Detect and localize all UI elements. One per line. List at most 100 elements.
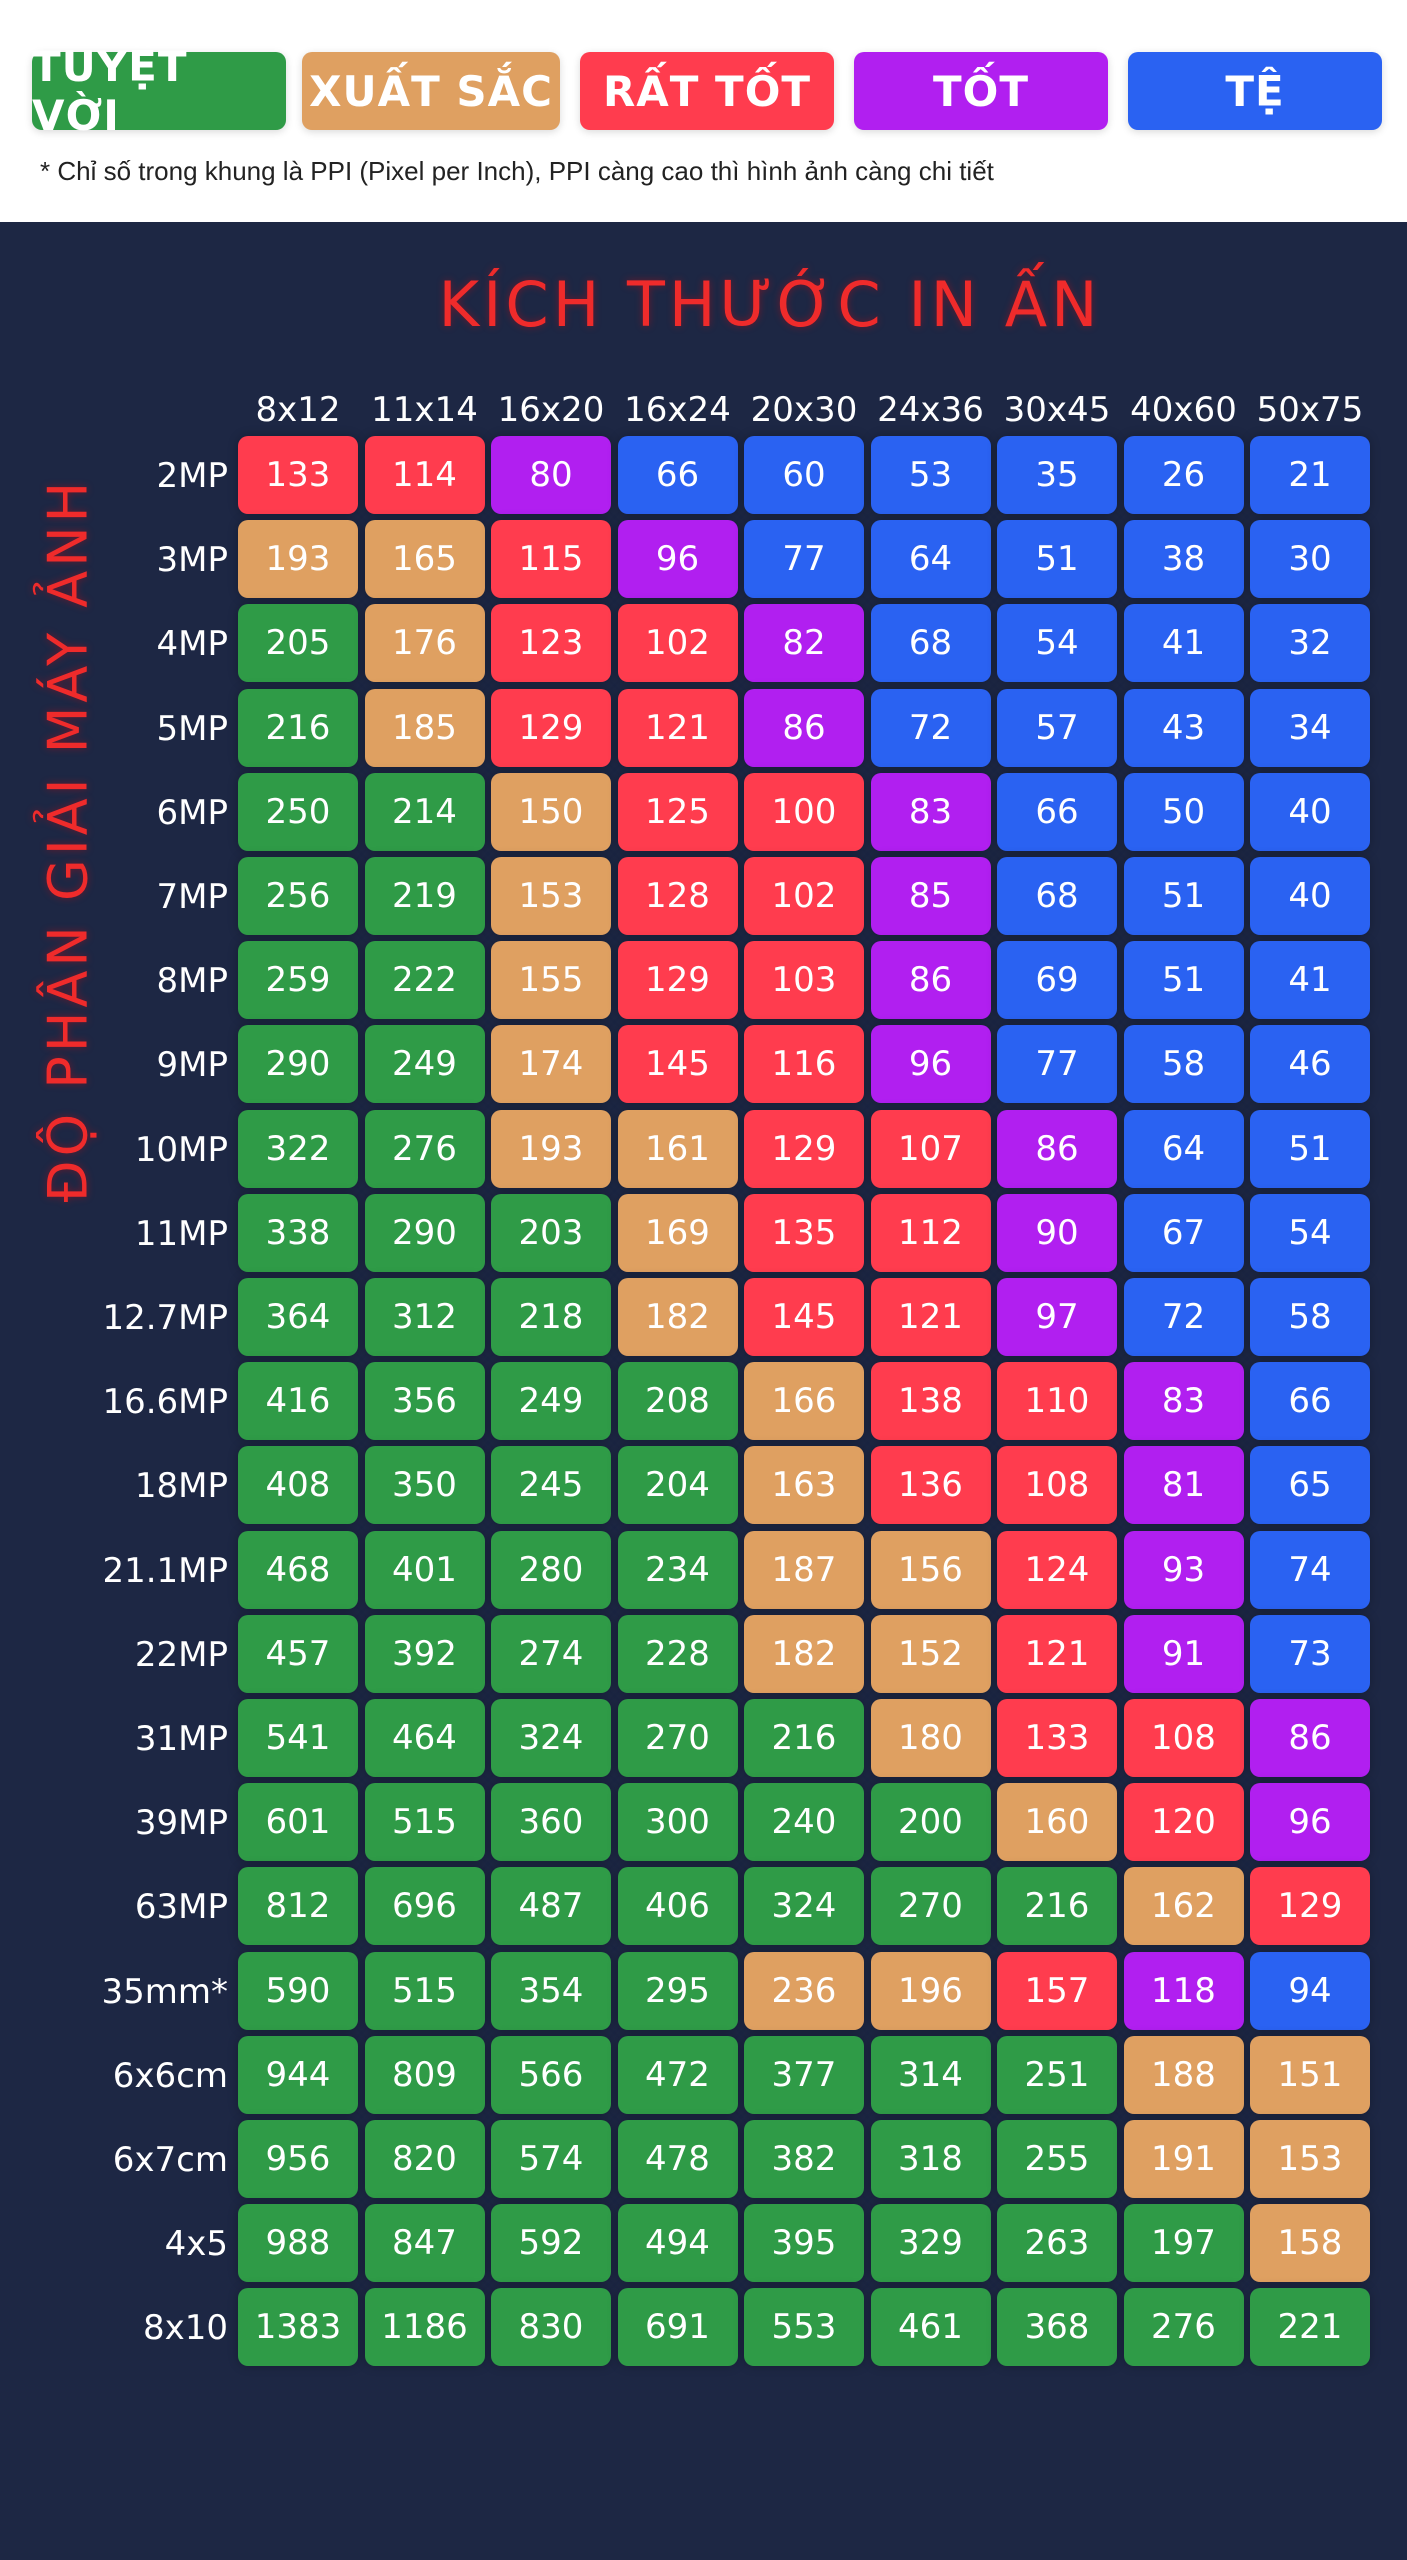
ppi-cell: 110 — [997, 1362, 1117, 1441]
ppi-cell: 188 — [1123, 2035, 1244, 2114]
ppi-cell: 129 — [744, 1109, 864, 1188]
ppi-cell: 121 — [997, 1614, 1117, 1693]
ppi-cell: 83 — [1123, 1362, 1244, 1441]
ppi-cell: 487 — [491, 1867, 611, 1946]
ppi-cell: 847 — [364, 2204, 485, 2283]
ppi-cell: 43 — [1123, 688, 1244, 767]
ppi-cell: 312 — [364, 1278, 485, 1356]
ppi-cell: 74 — [1250, 1530, 1370, 1609]
ppi-cell: 354 — [491, 1951, 611, 2030]
row-label: 31MP — [134, 1719, 228, 1759]
column-label: 16x24 — [624, 390, 731, 430]
ppi-cell: 338 — [238, 1193, 358, 1272]
ppi-cell: 69 — [997, 941, 1117, 1020]
ppi-cell: 318 — [870, 2120, 991, 2198]
ppi-cell: 77 — [997, 1025, 1117, 1104]
ppi-cell: 416 — [238, 1362, 358, 1441]
row-label: 9MP — [156, 1045, 228, 1086]
ppi-cell: 472 — [617, 2035, 738, 2114]
ppi-cell: 182 — [744, 1614, 864, 1693]
column-label: 40x60 — [1130, 390, 1237, 430]
ppi-cell: 216 — [997, 1867, 1117, 1946]
ppi-cell: 295 — [617, 1951, 738, 2030]
ppi-cell: 90 — [997, 1193, 1117, 1272]
ppi-cell: 68 — [870, 604, 991, 683]
ppi-cell: 96 — [870, 1025, 991, 1104]
ppi-cell: 125 — [617, 772, 738, 851]
ppi-cell: 94 — [1250, 1951, 1370, 2030]
ppi-cell: 72 — [870, 688, 991, 767]
row-label: 10MP — [134, 1129, 228, 1170]
column-label: 24x36 — [877, 390, 984, 430]
ppi-cell: 290 — [238, 1025, 358, 1104]
ppi-cell: 73 — [1250, 1614, 1370, 1693]
ppi-cell: 65 — [1250, 1446, 1370, 1525]
ppi-cell: 83 — [870, 772, 991, 851]
ppi-cell: 324 — [744, 1867, 864, 1946]
ppi-cell: 240 — [744, 1783, 864, 1862]
header-panel: TUYỆT VỜI XUẤT SẮC RẤT TỐT TỐT TỆ * Chỉ số t… — [0, 0, 1407, 222]
ppi-cell: 216 — [744, 1699, 864, 1777]
ppi-cell: 329 — [870, 2204, 991, 2283]
ppi-cell: 408 — [238, 1446, 358, 1525]
ppi-cell: 40 — [1250, 772, 1370, 851]
ppi-cell: 406 — [617, 1867, 738, 1946]
ppi-cell: 156 — [870, 1530, 991, 1609]
ppi-cell: 228 — [617, 1614, 738, 1693]
ppi-cell: 162 — [1123, 1867, 1244, 1946]
ppi-cell: 153 — [1250, 2120, 1370, 2198]
ppi-cell: 249 — [491, 1362, 611, 1441]
ppi-cell: 322 — [238, 1109, 358, 1188]
ppi-cell: 80 — [491, 436, 611, 514]
ppi-cell: 222 — [364, 941, 485, 1020]
row-label: 6x7cm — [112, 2140, 228, 2180]
ppi-cell: 129 — [617, 941, 738, 1020]
ppi-cell: 193 — [238, 520, 358, 599]
ppi-cell: 553 — [744, 2288, 864, 2367]
ppi-cell: 245 — [491, 1446, 611, 1525]
ppi-cell: 166 — [744, 1362, 864, 1441]
ppi-cell: 1383 — [238, 2288, 358, 2367]
ppi-cell: 86 — [870, 941, 991, 1020]
row-label: 22MP — [134, 1634, 228, 1675]
row-label: 2MP — [156, 456, 228, 496]
ppi-cell: 274 — [491, 1614, 611, 1693]
ppi-cell: 107 — [870, 1109, 991, 1188]
legend-chip-excellent: TUYỆT VỜI — [32, 42, 286, 140]
ppi-cell: 457 — [238, 1614, 358, 1693]
row-label: 6MP — [156, 792, 228, 833]
ppi-cell: 150 — [491, 772, 611, 851]
ppi-cell: 118 — [1123, 1951, 1244, 2030]
ppi-cell: 135 — [744, 1193, 864, 1272]
ppi-cell: 46 — [1250, 1025, 1370, 1104]
column-label: 20x30 — [750, 390, 858, 430]
ppi-cell: 26 — [1123, 436, 1244, 514]
ppi-cell: 270 — [617, 1699, 738, 1777]
column-label: 8x12 — [255, 390, 341, 430]
ppi-cell: 256 — [238, 857, 358, 935]
ppi-cell: 691 — [617, 2288, 738, 2367]
ppi-cell: 350 — [364, 1446, 485, 1525]
row-label: 39MP — [134, 1803, 228, 1844]
row-label: 16.6MP — [102, 1382, 228, 1423]
row-label: 21.1MP — [102, 1550, 228, 1591]
ppi-cell: 58 — [1250, 1278, 1370, 1356]
row-label: 18MP — [134, 1466, 228, 1507]
ppi-cell: 67 — [1123, 1193, 1244, 1272]
ppi-cell: 102 — [617, 604, 738, 683]
ppi-cell: 182 — [617, 1278, 738, 1356]
ppi-cell: 197 — [1123, 2204, 1244, 2283]
ppi-cell: 54 — [1250, 1193, 1370, 1272]
row-label: 8x10 — [142, 2308, 228, 2349]
row-label: 12.7MP — [102, 1298, 228, 1338]
ppi-cell: 85 — [870, 857, 991, 935]
ppi-cell: 51 — [1250, 1109, 1370, 1188]
ppi-cell: 590 — [238, 1951, 358, 2030]
ppi-cell: 464 — [364, 1699, 485, 1777]
ppi-cell: 160 — [997, 1783, 1117, 1862]
ppi-cell: 251 — [997, 2035, 1117, 2114]
ppi-note: * Chỉ số trong khung là PPI (Pixel per I… — [40, 156, 994, 186]
ppi-cell: 153 — [491, 857, 611, 935]
ppi-cell: 515 — [364, 1783, 485, 1862]
ppi-cell: 276 — [364, 1109, 485, 1188]
